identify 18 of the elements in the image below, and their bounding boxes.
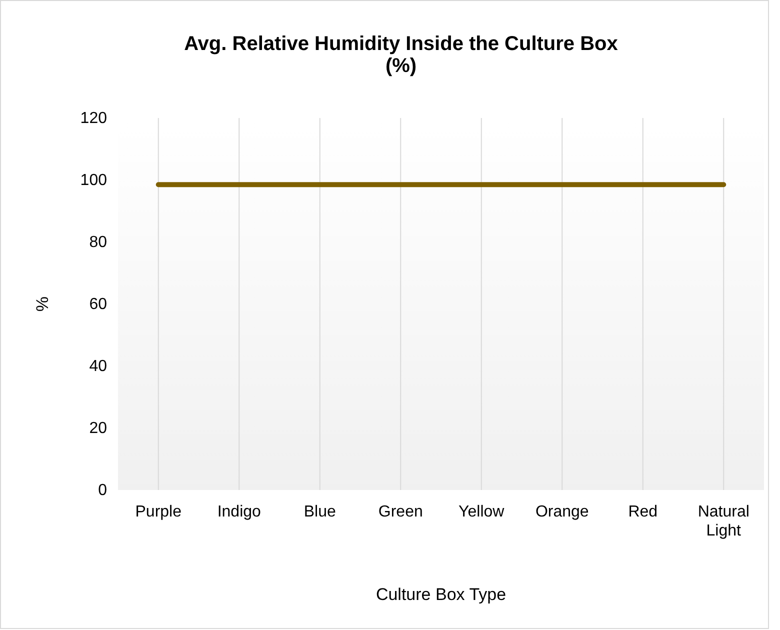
x-tick-label: Green xyxy=(378,503,423,520)
y-tick-label: 0 xyxy=(98,482,108,500)
chart-title: Avg. Relative Humidity Inside the Culture Box (%) xyxy=(184,33,618,77)
x-tick-label: Purple xyxy=(135,503,182,520)
x-axis-title: Culture Box Type xyxy=(376,585,506,604)
y-tick-label: 120 xyxy=(80,110,108,128)
y-tick-label: 60 xyxy=(89,296,108,314)
x-tick-label: Orange xyxy=(535,503,589,520)
y-tick-label: 100 xyxy=(80,172,108,190)
x-tick-label: Blue xyxy=(304,503,336,520)
x-tick-label: Indigo xyxy=(217,503,262,520)
y-tick-label: 80 xyxy=(89,234,108,252)
x-tick-label: Yellow xyxy=(458,503,505,520)
x-tick-label: Natural Light xyxy=(698,503,750,540)
y-tick-label: 40 xyxy=(89,358,108,376)
y-tick-label: 20 xyxy=(89,420,108,438)
y-axis-title: % xyxy=(33,296,52,312)
x-tick-label: Red xyxy=(628,503,658,520)
